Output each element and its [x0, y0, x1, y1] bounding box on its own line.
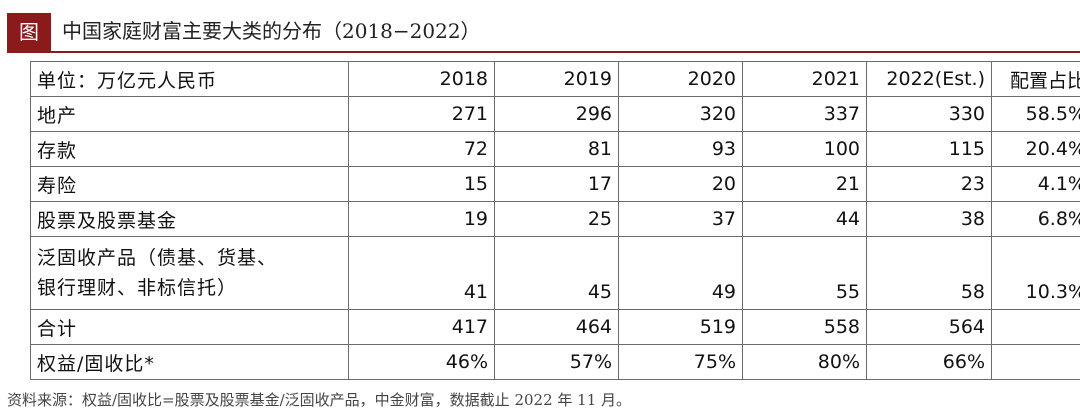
figure-title-bar: 图 中国家庭财富主要大类的分布（2018−2022）	[0, 0, 1080, 53]
table-cell: 4.1%	[991, 166, 1080, 202]
table-cell	[991, 309, 1080, 345]
table-cell: 58	[866, 236, 992, 310]
table-cell: 115	[866, 131, 992, 167]
header-2020: 2020	[618, 61, 743, 97]
wealth-distribution-table: 单位：万亿元人民币 2018 2019 2020 2021 2022(Est.)…	[30, 61, 1080, 380]
header-unit: 单位：万亿元人民币	[30, 61, 349, 97]
table-row: 权益/固收比* 46% 57% 75% 80% 66%	[30, 344, 1080, 380]
table-cell: 337	[742, 96, 867, 132]
table-cell: 41	[348, 236, 495, 310]
table-cell: 417	[348, 309, 495, 345]
table-cell: 100	[742, 131, 867, 167]
table-cell: 45	[494, 236, 619, 310]
row-label-deposits: 存款	[30, 131, 349, 167]
figure-title: 中国家庭财富主要大类的分布（2018−2022）	[62, 19, 481, 43]
table-cell: 10.3%	[991, 236, 1080, 310]
wealth-distribution-table-container: 单位：万亿元人民币 2018 2019 2020 2021 2022(Est.)…	[30, 61, 1080, 380]
table-cell: 37	[618, 201, 743, 237]
table-cell: 20.4%	[991, 131, 1080, 167]
table-cell: 21	[742, 166, 867, 202]
table-cell: 564	[866, 309, 992, 345]
table-cell: 66%	[866, 344, 992, 380]
table-cell: 17	[494, 166, 619, 202]
table-row: 合计 417 464 519 558 564	[30, 309, 1080, 345]
table-cell: 72	[348, 131, 495, 167]
table-cell: 6.8%	[991, 201, 1080, 237]
table-cell: 271	[348, 96, 495, 132]
table-cell: 15	[348, 166, 495, 202]
table-cell: 20	[618, 166, 743, 202]
table-cell: 75%	[618, 344, 743, 380]
table-cell: 46%	[348, 344, 495, 380]
header-allocation-share: 配置占比	[991, 61, 1080, 97]
row-label-fixed-income-line-2: 银行理财、非标信托）	[37, 277, 238, 299]
table-cell: 80%	[742, 344, 867, 380]
table-row: 存款 72 81 93 100 115 20.4%	[30, 131, 1080, 167]
header-2022-est: 2022(Est.)	[866, 61, 992, 97]
table-row: 寿险 15 17 20 21 23 4.1%	[30, 166, 1080, 202]
table-cell: 558	[742, 309, 867, 345]
table-cell: 57%	[494, 344, 619, 380]
table-cell: 464	[494, 309, 619, 345]
table-cell: 519	[618, 309, 743, 345]
table-cell: 44	[742, 201, 867, 237]
table-row: 地产 271 296 320 337 330 58.5%	[30, 96, 1080, 132]
table-cell: 93	[618, 131, 743, 167]
table-cell: 330	[866, 96, 992, 132]
table-cell: 38	[866, 201, 992, 237]
header-2018: 2018	[348, 61, 495, 97]
row-label-equity-fixed-ratio: 权益/固收比*	[30, 344, 349, 380]
row-label-equities: 股票及股票基金	[30, 201, 349, 237]
header-2019: 2019	[494, 61, 619, 97]
table-row: 泛固收产品（债基、货基、 银行理财、非标信托） 41 45 49 55 58 1…	[30, 236, 1080, 310]
figure-badge: 图	[7, 13, 51, 51]
table-cell: 49	[618, 236, 743, 310]
table-header-row: 单位：万亿元人民币 2018 2019 2020 2021 2022(Est.)…	[30, 61, 1080, 97]
header-2021: 2021	[742, 61, 867, 97]
table-cell: 25	[494, 201, 619, 237]
row-label-total: 合计	[30, 309, 349, 345]
row-label-real-estate: 地产	[30, 96, 349, 132]
row-label-fixed-income: 泛固收产品（债基、货基、 银行理财、非标信托）	[30, 236, 349, 310]
table-cell: 19	[348, 201, 495, 237]
table-cell: 296	[494, 96, 619, 132]
table-cell: 320	[618, 96, 743, 132]
table-cell: 23	[866, 166, 992, 202]
source-footnote: 资料来源：权益/固收比=股票及股票基金/泛固收产品，中金财富，数据截止 2022…	[7, 391, 632, 409]
table-cell: 55	[742, 236, 867, 310]
table-cell: 81	[494, 131, 619, 167]
table-cell: 58.5%	[991, 96, 1080, 132]
row-label-fixed-income-line-1: 泛固收产品（债基、货基、	[37, 247, 278, 269]
row-label-life-insurance: 寿险	[30, 166, 349, 202]
title-divider	[7, 51, 1080, 53]
table-cell	[991, 344, 1080, 380]
table-row: 股票及股票基金 19 25 37 44 38 6.8%	[30, 201, 1080, 237]
